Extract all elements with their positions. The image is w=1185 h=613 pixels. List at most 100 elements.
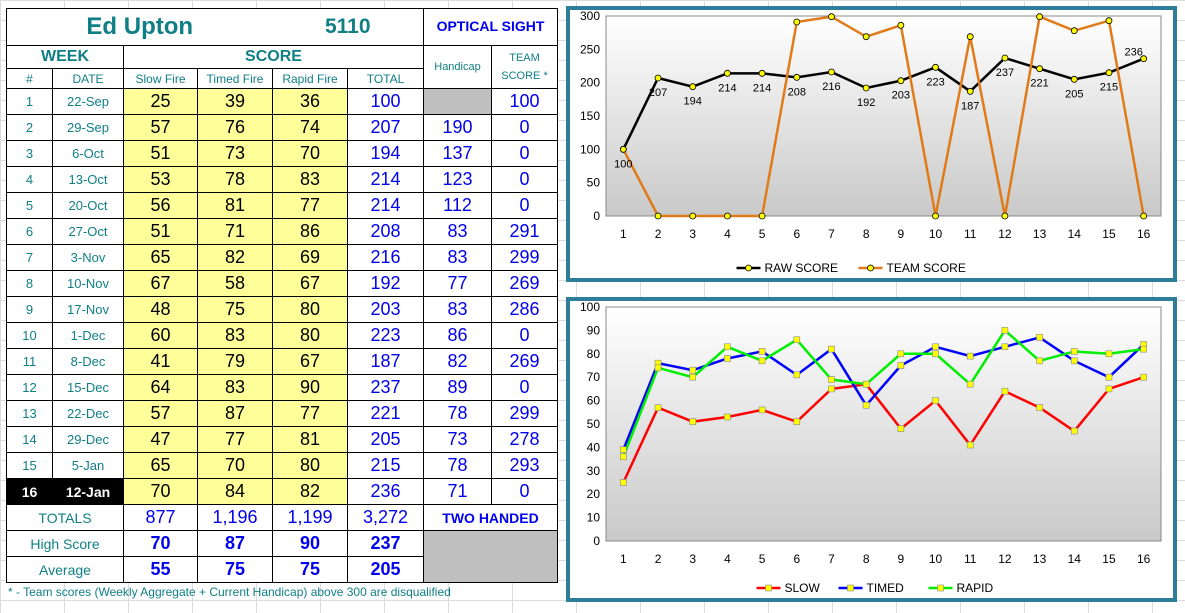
cell-timed[interactable]: 84 (197, 478, 273, 505)
cell-handicap[interactable]: 137 (423, 140, 492, 167)
cell-team[interactable]: 0 (491, 192, 558, 219)
cell-rapid[interactable]: 67 (272, 270, 348, 297)
cell-total[interactable]: 237 (347, 374, 424, 401)
shooter-name-cell[interactable]: Ed Upton (6, 8, 273, 46)
cell-rapid[interactable]: 77 (272, 192, 348, 219)
cell-team[interactable]: 100 (491, 88, 558, 115)
cell-slow[interactable]: 56 (123, 192, 198, 219)
cell-timed[interactable]: 79 (197, 348, 273, 375)
cell-rapid[interactable]: 83 (272, 166, 348, 193)
cell-timed[interactable]: 81 (197, 192, 273, 219)
cell-num[interactable]: 2 (6, 114, 53, 141)
high-rapid[interactable]: 90 (272, 530, 348, 557)
cell-total[interactable]: 214 (347, 192, 424, 219)
average-slow[interactable]: 55 (123, 556, 198, 583)
cell-total[interactable]: 205 (347, 426, 424, 453)
cell-total[interactable]: 203 (347, 296, 424, 323)
cell-num[interactable]: 7 (6, 244, 53, 271)
cell-date[interactable]: 20-Oct (52, 192, 124, 219)
cell-date[interactable]: 3-Nov (52, 244, 124, 271)
cell-handicap[interactable]: 83 (423, 296, 492, 323)
cell-handicap[interactable]: 73 (423, 426, 492, 453)
cell-slow[interactable]: 48 (123, 296, 198, 323)
cell-num[interactable]: 12 (6, 374, 53, 401)
cell-rapid[interactable]: 86 (272, 218, 348, 245)
cell-team[interactable]: 291 (491, 218, 558, 245)
totals-slow[interactable]: 877 (123, 504, 198, 531)
cell-handicap[interactable]: 78 (423, 400, 492, 427)
cell-handicap[interactable]: 83 (423, 218, 492, 245)
cell-slow[interactable]: 57 (123, 400, 198, 427)
cell-handicap[interactable] (423, 88, 492, 115)
cell-total[interactable]: 207 (347, 114, 424, 141)
cell-slow[interactable]: 65 (123, 244, 198, 271)
cell-num[interactable]: 4 (6, 166, 53, 193)
cell-num[interactable]: 15 (6, 452, 53, 479)
cell-handicap[interactable]: 89 (423, 374, 492, 401)
cell-num[interactable]: 13 (6, 400, 53, 427)
cell-date[interactable]: 17-Nov (52, 296, 124, 323)
cell-handicap[interactable]: 123 (423, 166, 492, 193)
cell-num[interactable]: 6 (6, 218, 53, 245)
cell-total[interactable]: 192 (347, 270, 424, 297)
cell-total[interactable]: 187 (347, 348, 424, 375)
cell-total[interactable]: 208 (347, 218, 424, 245)
cell-total[interactable]: 221 (347, 400, 424, 427)
cell-team[interactable]: 269 (491, 270, 558, 297)
cell-date[interactable]: 29-Sep (52, 114, 124, 141)
cell-date[interactable]: 12-Jan (52, 478, 124, 505)
cell-rapid[interactable]: 77 (272, 400, 348, 427)
cell-date[interactable]: 27-Oct (52, 218, 124, 245)
cell-slow[interactable]: 64 (123, 374, 198, 401)
cell-rapid[interactable]: 80 (272, 452, 348, 479)
cell-rapid[interactable]: 82 (272, 478, 348, 505)
cell-timed[interactable]: 73 (197, 140, 273, 167)
cell-handicap[interactable]: 77 (423, 270, 492, 297)
cell-slow[interactable]: 51 (123, 218, 198, 245)
cell-rapid[interactable]: 67 (272, 348, 348, 375)
cell-slow[interactable]: 47 (123, 426, 198, 453)
cell-date[interactable]: 29-Dec (52, 426, 124, 453)
cell-handicap[interactable]: 86 (423, 322, 492, 349)
cell-total[interactable]: 215 (347, 452, 424, 479)
cell-total[interactable]: 223 (347, 322, 424, 349)
cell-timed[interactable]: 87 (197, 400, 273, 427)
cell-rapid[interactable]: 70 (272, 140, 348, 167)
cell-team[interactable]: 0 (491, 322, 558, 349)
cell-timed[interactable]: 75 (197, 296, 273, 323)
high-timed[interactable]: 87 (197, 530, 273, 557)
cell-timed[interactable]: 58 (197, 270, 273, 297)
totals-total[interactable]: 3,272 (347, 504, 424, 531)
totals-timed[interactable]: 1,196 (197, 504, 273, 531)
cell-num[interactable]: 1 (6, 88, 53, 115)
cell-handicap[interactable]: 71 (423, 478, 492, 505)
cell-slow[interactable]: 67 (123, 270, 198, 297)
cell-handicap[interactable]: 112 (423, 192, 492, 219)
cell-timed[interactable]: 70 (197, 452, 273, 479)
cell-date[interactable]: 22-Dec (52, 400, 124, 427)
cell-rapid[interactable]: 69 (272, 244, 348, 271)
cell-team[interactable]: 0 (491, 166, 558, 193)
totals-rapid[interactable]: 1,199 (272, 504, 348, 531)
cell-total[interactable]: 100 (347, 88, 424, 115)
cell-timed[interactable]: 71 (197, 218, 273, 245)
high-slow[interactable]: 70 (123, 530, 198, 557)
cell-num[interactable]: 8 (6, 270, 53, 297)
cell-timed[interactable]: 76 (197, 114, 273, 141)
cell-team[interactable]: 0 (491, 374, 558, 401)
average-timed[interactable]: 75 (197, 556, 273, 583)
cell-num[interactable]: 14 (6, 426, 53, 453)
cell-num[interactable]: 16 (6, 478, 53, 505)
shooter-id-cell[interactable]: 5110 (272, 8, 424, 46)
team-score-chart[interactable]: 0 50 100 150 200 250 300 1 2 3 4 5 6 7 8 9 10 11 12 13 14 15 1… (566, 6, 1177, 282)
cell-num[interactable]: 3 (6, 140, 53, 167)
sight-type-cell[interactable]: OPTICAL SIGHT (423, 8, 558, 46)
cell-team[interactable]: 299 (491, 400, 558, 427)
cell-team[interactable]: 293 (491, 452, 558, 479)
cell-timed[interactable]: 82 (197, 244, 273, 271)
cell-date[interactable]: 22-Sep (52, 88, 124, 115)
cell-num[interactable]: 5 (6, 192, 53, 219)
cell-date[interactable]: 8-Dec (52, 348, 124, 375)
cell-rapid[interactable]: 90 (272, 374, 348, 401)
cell-team[interactable]: 0 (491, 478, 558, 505)
